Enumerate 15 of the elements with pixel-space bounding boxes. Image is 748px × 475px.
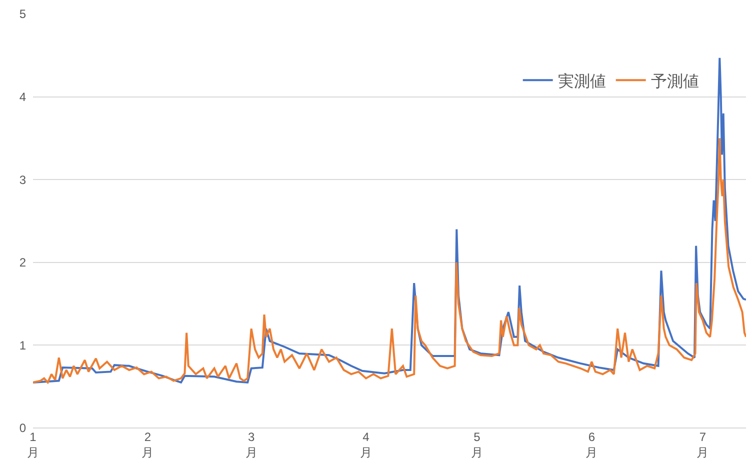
y-tick-label: 3 bbox=[19, 172, 26, 187]
legend-label: 予測値 bbox=[650, 72, 699, 90]
y-tick-label: 4 bbox=[19, 90, 26, 104]
y-tick-label: 5 bbox=[19, 7, 26, 22]
x-tick-label: 6 月 bbox=[586, 430, 598, 460]
x-tick-label: 5 月 bbox=[470, 430, 483, 460]
legend-label: 実測値 bbox=[558, 72, 606, 90]
x-tick-label: 7 月 bbox=[696, 430, 709, 460]
y-tick-label: 2 bbox=[19, 256, 26, 270]
x-tick-label: 1 月 bbox=[27, 430, 39, 460]
x-tick-label: 4 月 bbox=[360, 430, 372, 460]
y-tick-label: 1 bbox=[19, 338, 26, 352]
x-tick-label: 3 月 bbox=[245, 430, 258, 460]
x-tick-label: 2 月 bbox=[142, 430, 154, 460]
y-tick-label: 0 bbox=[19, 421, 26, 436]
